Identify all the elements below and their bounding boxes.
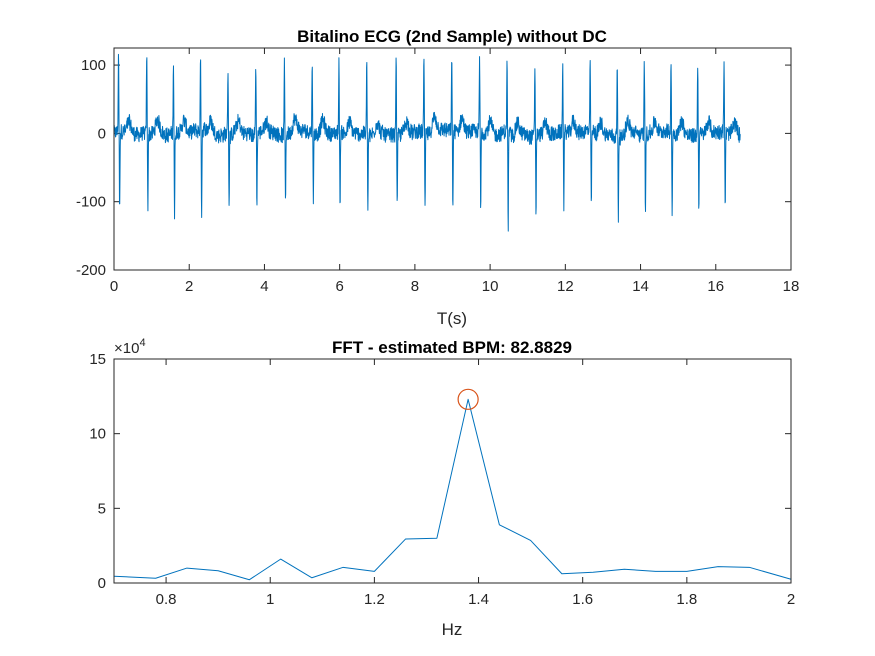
p1-y-tick-label: 100: [81, 57, 106, 74]
ecg-x-ticks: 0 2 4 6 8 10 12 14 16 18: [110, 48, 800, 295]
p2-x-tick-label: 1: [266, 591, 274, 608]
p1-x-tick-label: 2: [185, 278, 193, 295]
p2-x-tick-label: 0.8: [156, 591, 177, 608]
p1-x-tick-label: 0: [110, 278, 118, 295]
p1-y-tick-label: -100: [76, 194, 106, 211]
ecg-x-label: T(s): [437, 309, 467, 328]
p2-y-tick-label: 15: [89, 351, 106, 368]
fft-x-ticks: 0.8 1 1.2 1.4 1.6 1.8 2: [156, 359, 795, 608]
ecg-plot: Bitalino ECG (2nd Sample) without DC 0 2 4…: [76, 27, 799, 328]
p2-x-tick-label: 1.4: [468, 591, 489, 608]
ecg-axes-box: [113, 47, 792, 271]
p1-x-tick-label: 14: [632, 278, 649, 295]
p1-y-tick-label: 0: [98, 125, 106, 142]
fft-x-label: Hz: [442, 620, 463, 639]
p2-x-tick-label: 2: [787, 591, 795, 608]
fft-title: FFT - estimated BPM: 82.8829: [332, 338, 572, 357]
p1-x-tick-label: 6: [335, 278, 343, 295]
p1-x-tick-label: 18: [783, 278, 800, 295]
p1-y-tick-label: -200: [76, 262, 106, 279]
fft-y-exponent: ×104: [114, 337, 146, 357]
fft-peak-marker: [457, 388, 479, 410]
ecg-series-line: [113, 53, 741, 232]
fft-axes-box: [113, 358, 792, 584]
p2-y-tick-label: 10: [89, 426, 106, 443]
p1-x-tick-label: 16: [707, 278, 724, 295]
p2-x-tick-label: 1.6: [572, 591, 593, 608]
fft-plot: FFT - estimated BPM: 82.8829 ×104 0.8 1 1.…: [89, 337, 795, 639]
p2-x-tick-label: 1.2: [364, 591, 385, 608]
fft-series-line: [113, 398, 792, 581]
p1-x-tick-label: 4: [260, 278, 268, 295]
p2-y-tick-label: 5: [98, 500, 106, 517]
fft-y-exponent-base: ×10: [114, 340, 139, 357]
p1-x-tick-label: 12: [557, 278, 574, 295]
p1-x-tick-label: 8: [411, 278, 419, 295]
p1-x-tick-label: 10: [482, 278, 499, 295]
ecg-title: Bitalino ECG (2nd Sample) without DC: [297, 27, 607, 46]
p2-x-tick-label: 1.8: [676, 591, 697, 608]
p2-y-tick-label: 0: [98, 575, 106, 592]
fft-y-exponent-power: 4: [139, 337, 145, 349]
